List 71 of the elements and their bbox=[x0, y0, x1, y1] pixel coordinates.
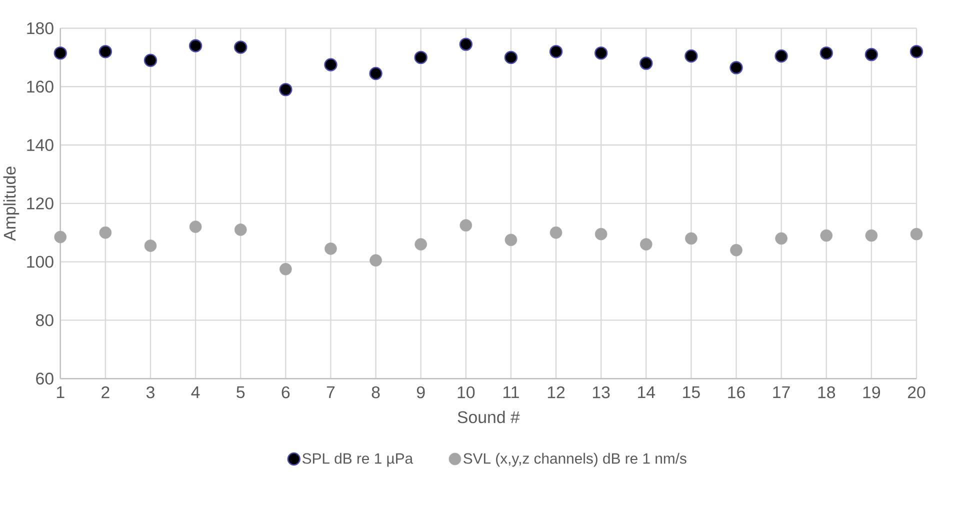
x-tick-label: 1 bbox=[56, 386, 64, 398]
x-tick-label: 19 bbox=[863, 386, 880, 398]
point bbox=[820, 46, 833, 60]
point bbox=[640, 56, 653, 70]
point bbox=[279, 83, 292, 96]
legend-label: SPL dB re 1 µPa bbox=[302, 452, 414, 467]
point bbox=[98, 45, 112, 58]
x-tick-label: 7 bbox=[326, 386, 335, 398]
point bbox=[730, 61, 743, 74]
y-tick-label: 80 bbox=[36, 314, 54, 326]
legend-label: SVL (x,y,z channels) dB re 1 nm/s bbox=[464, 452, 686, 467]
point bbox=[324, 58, 338, 72]
point bbox=[594, 228, 608, 240]
point bbox=[414, 50, 428, 64]
point bbox=[144, 54, 158, 68]
point bbox=[504, 50, 518, 64]
x-tick-label: 18 bbox=[818, 386, 836, 398]
point bbox=[188, 39, 202, 52]
point bbox=[730, 244, 742, 256]
y-tick-label: 180 bbox=[27, 22, 54, 34]
x-tick-label: 9 bbox=[416, 386, 425, 398]
x-tick-label: 12 bbox=[548, 386, 565, 398]
point bbox=[685, 232, 698, 245]
point bbox=[594, 46, 608, 60]
x-tick-label: 15 bbox=[683, 386, 700, 398]
x-tick-label: 11 bbox=[503, 386, 519, 398]
point bbox=[504, 234, 518, 246]
point bbox=[189, 220, 202, 234]
point bbox=[54, 46, 67, 60]
x-tick-label: 5 bbox=[236, 386, 245, 398]
x-tick-label: 6 bbox=[282, 386, 290, 398]
y-tick-label: 160 bbox=[27, 80, 54, 93]
point bbox=[99, 226, 112, 239]
point bbox=[910, 228, 923, 240]
point bbox=[234, 40, 248, 54]
x-axis-title: Sound # bbox=[458, 410, 520, 424]
point bbox=[684, 49, 698, 63]
point bbox=[370, 254, 382, 267]
point bbox=[549, 45, 563, 58]
point bbox=[864, 48, 878, 62]
x-tick-label: 13 bbox=[592, 386, 610, 398]
x-tick-label: 17 bbox=[773, 386, 790, 398]
point bbox=[144, 240, 157, 252]
point bbox=[460, 219, 472, 232]
x-tick-label: 14 bbox=[638, 386, 656, 398]
point bbox=[774, 49, 788, 63]
y-tick-label: 120 bbox=[27, 198, 54, 210]
x-tick-label: 3 bbox=[146, 386, 154, 398]
x-tick-label: 8 bbox=[372, 386, 380, 398]
x-tick-label: 2 bbox=[102, 386, 110, 398]
point bbox=[865, 229, 878, 242]
point bbox=[820, 229, 833, 242]
y-tick-label: 100 bbox=[27, 256, 54, 268]
point bbox=[280, 263, 292, 276]
point bbox=[414, 238, 428, 251]
y-tick-label: 140 bbox=[27, 139, 54, 152]
point bbox=[640, 238, 652, 251]
point bbox=[54, 230, 67, 244]
x-tick-label: 4 bbox=[191, 386, 200, 398]
x-tick-label: 10 bbox=[458, 386, 475, 398]
x-tick-label: 16 bbox=[728, 386, 745, 398]
point bbox=[369, 66, 382, 80]
y-tick-label: 60 bbox=[36, 372, 54, 385]
point bbox=[550, 226, 562, 239]
y-axis-title: Amplitude bbox=[3, 166, 20, 241]
x-tick-label: 20 bbox=[908, 386, 926, 398]
point bbox=[775, 232, 788, 245]
point bbox=[324, 242, 337, 255]
point bbox=[459, 38, 473, 51]
point bbox=[910, 45, 924, 58]
point bbox=[234, 224, 247, 236]
